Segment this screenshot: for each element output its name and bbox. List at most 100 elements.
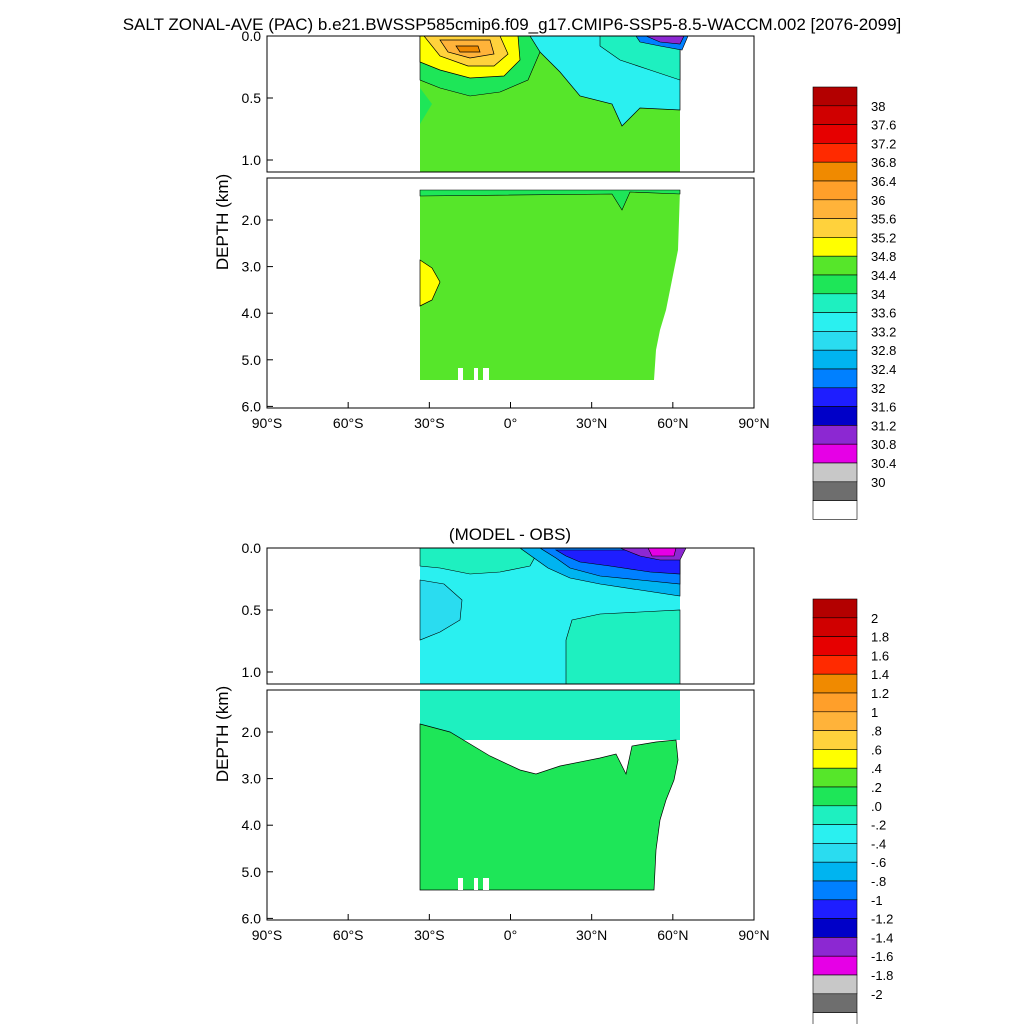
- colorbar-label: 34: [871, 287, 885, 302]
- colorbar-swatch: [812, 993, 858, 1013]
- x-tick-label: 0°: [504, 415, 517, 431]
- top-frame-upper: [266, 35, 755, 173]
- top-field-lower-teal: [419, 189, 681, 211]
- colorbar-swatch: [812, 899, 858, 919]
- colorbar-swatch: [812, 843, 858, 863]
- colorbar-label: .2: [871, 780, 882, 795]
- colorbar-swatch: [812, 312, 858, 332]
- y-tick-label: 5.0: [242, 864, 262, 880]
- y-tick-label: 4.0: [242, 305, 262, 321]
- bot-gap-1: [458, 878, 463, 890]
- colorbar-label: -.4: [871, 836, 886, 851]
- colorbar-label: 31.6: [871, 400, 896, 415]
- colorbar-swatch: [812, 1012, 858, 1024]
- colorbar-swatch: [812, 655, 858, 675]
- bot-field-surface-magenta: [647, 547, 677, 557]
- x-tick-label: 30°N: [576, 927, 607, 943]
- colorbar-label: 34.8: [871, 249, 896, 264]
- colorbar-label: -.8: [871, 874, 886, 889]
- x-tick-label: 90°S: [252, 927, 283, 943]
- colorbar-swatch: [812, 974, 858, 995]
- colorbar-swatch: [812, 387, 858, 407]
- x-tick-label: 90°N: [738, 415, 769, 431]
- x-tick-label: 90°N: [738, 927, 769, 943]
- bot-gap-2: [474, 878, 478, 890]
- colorbar-swatch: [812, 824, 858, 844]
- colorbar-label: 1.4: [871, 667, 889, 682]
- colorbar-swatch: [812, 237, 858, 257]
- colorbar-label: 31.2: [871, 418, 896, 433]
- colorbar-swatch: [812, 617, 858, 637]
- bot-field-lightblue: [419, 579, 463, 641]
- colorbar-swatch: [812, 918, 858, 938]
- top-gap-3: [483, 368, 489, 380]
- colorbar-swatch: [812, 749, 858, 769]
- figure-title: SALT ZONAL-AVE (PAC) b.e21.BWSSP585cmip6…: [123, 15, 902, 34]
- colorbar-swatch: [812, 406, 858, 426]
- colorbar-label: 32.8: [871, 343, 896, 358]
- colorbar-label: -1.6: [871, 949, 893, 964]
- bottom-title: (MODEL - OBS): [449, 525, 571, 544]
- top-gap-1: [458, 368, 463, 380]
- colorbar-swatch: [812, 711, 858, 731]
- colorbar-swatch: [812, 218, 858, 238]
- colorbar-label: 30: [871, 475, 885, 490]
- colorbar-swatch: [812, 86, 858, 107]
- colorbar-label: 33.6: [871, 306, 896, 321]
- colorbar-label: -1.4: [871, 930, 893, 945]
- top-axes: 90°S 60°S 30°S 0° 30°N 60°N 90°N 0.0 0.5 1.0 2.0 3.…: [213, 28, 770, 431]
- colorbar-label: 30.8: [871, 437, 896, 452]
- y-tick-label: 0.0: [242, 28, 262, 44]
- y-tick-label: 3.0: [242, 771, 262, 787]
- colorbar-label: 2: [871, 611, 878, 626]
- colorbar-label: 35.6: [871, 212, 896, 227]
- colorbar-swatch: [812, 199, 858, 219]
- bot-gap-3: [483, 878, 489, 890]
- colorbar-label: -1.2: [871, 912, 893, 927]
- colorbar-swatch: [812, 425, 858, 445]
- colorbar-swatch: [812, 955, 858, 976]
- colorbar-swatch: [812, 161, 858, 182]
- colorbar-swatch: [812, 462, 858, 483]
- colorbar-label: 1.6: [871, 648, 889, 663]
- colorbar-label: 34.4: [871, 268, 896, 283]
- colorbar-top: 38 37.6 37.2 36.8 36.4 36 35.6 35.2 34.8 34.4 34 33…: [812, 86, 896, 520]
- x-tick-label: 0°: [504, 927, 517, 943]
- colorbar-swatch: [812, 105, 858, 125]
- colorbar-swatch: [812, 331, 858, 351]
- x-tick-label: 90°S: [252, 415, 283, 431]
- colorbar-swatch: [812, 274, 858, 295]
- colorbar-swatch: [812, 861, 858, 882]
- colorbar-label: 32: [871, 381, 885, 396]
- x-tick-label: 60°N: [657, 415, 688, 431]
- colorbar-label: -.6: [871, 855, 886, 870]
- colorbar-label: .6: [871, 742, 882, 757]
- colorbar-swatch: [812, 124, 858, 144]
- colorbar-label: -1: [871, 893, 883, 908]
- y-axis-label: DEPTH (km): [213, 174, 232, 270]
- colorbar-label: 38: [871, 99, 885, 114]
- x-tick-label: 60°S: [333, 927, 364, 943]
- top-field-lower: [420, 190, 680, 380]
- colorbar-swatch: [812, 368, 858, 389]
- colorbar-swatch: [812, 443, 858, 464]
- colorbar-label: .8: [871, 724, 882, 739]
- x-tick-label: 60°N: [657, 927, 688, 943]
- y-tick-label: 1.0: [242, 152, 262, 168]
- colorbar-swatch: [812, 767, 858, 788]
- y-tick-label: 0.5: [242, 602, 262, 618]
- y-tick-label: 2.0: [242, 724, 262, 740]
- colorbar-label: 37.6: [871, 118, 896, 133]
- colorbar-label: 1: [871, 705, 878, 720]
- colorbar-label: 32.4: [871, 362, 896, 377]
- colorbar-swatch: [812, 937, 858, 957]
- colorbar-label: 36.8: [871, 155, 896, 170]
- colorbar-swatch: [812, 880, 858, 901]
- bot-field-lower-teal: [420, 690, 680, 740]
- colorbar-swatch: [812, 786, 858, 807]
- colorbar-swatch: [812, 143, 858, 163]
- x-tick-label: 30°S: [414, 415, 445, 431]
- y-tick-label: 6.0: [242, 910, 262, 926]
- colorbar-label: 37.2: [871, 136, 896, 151]
